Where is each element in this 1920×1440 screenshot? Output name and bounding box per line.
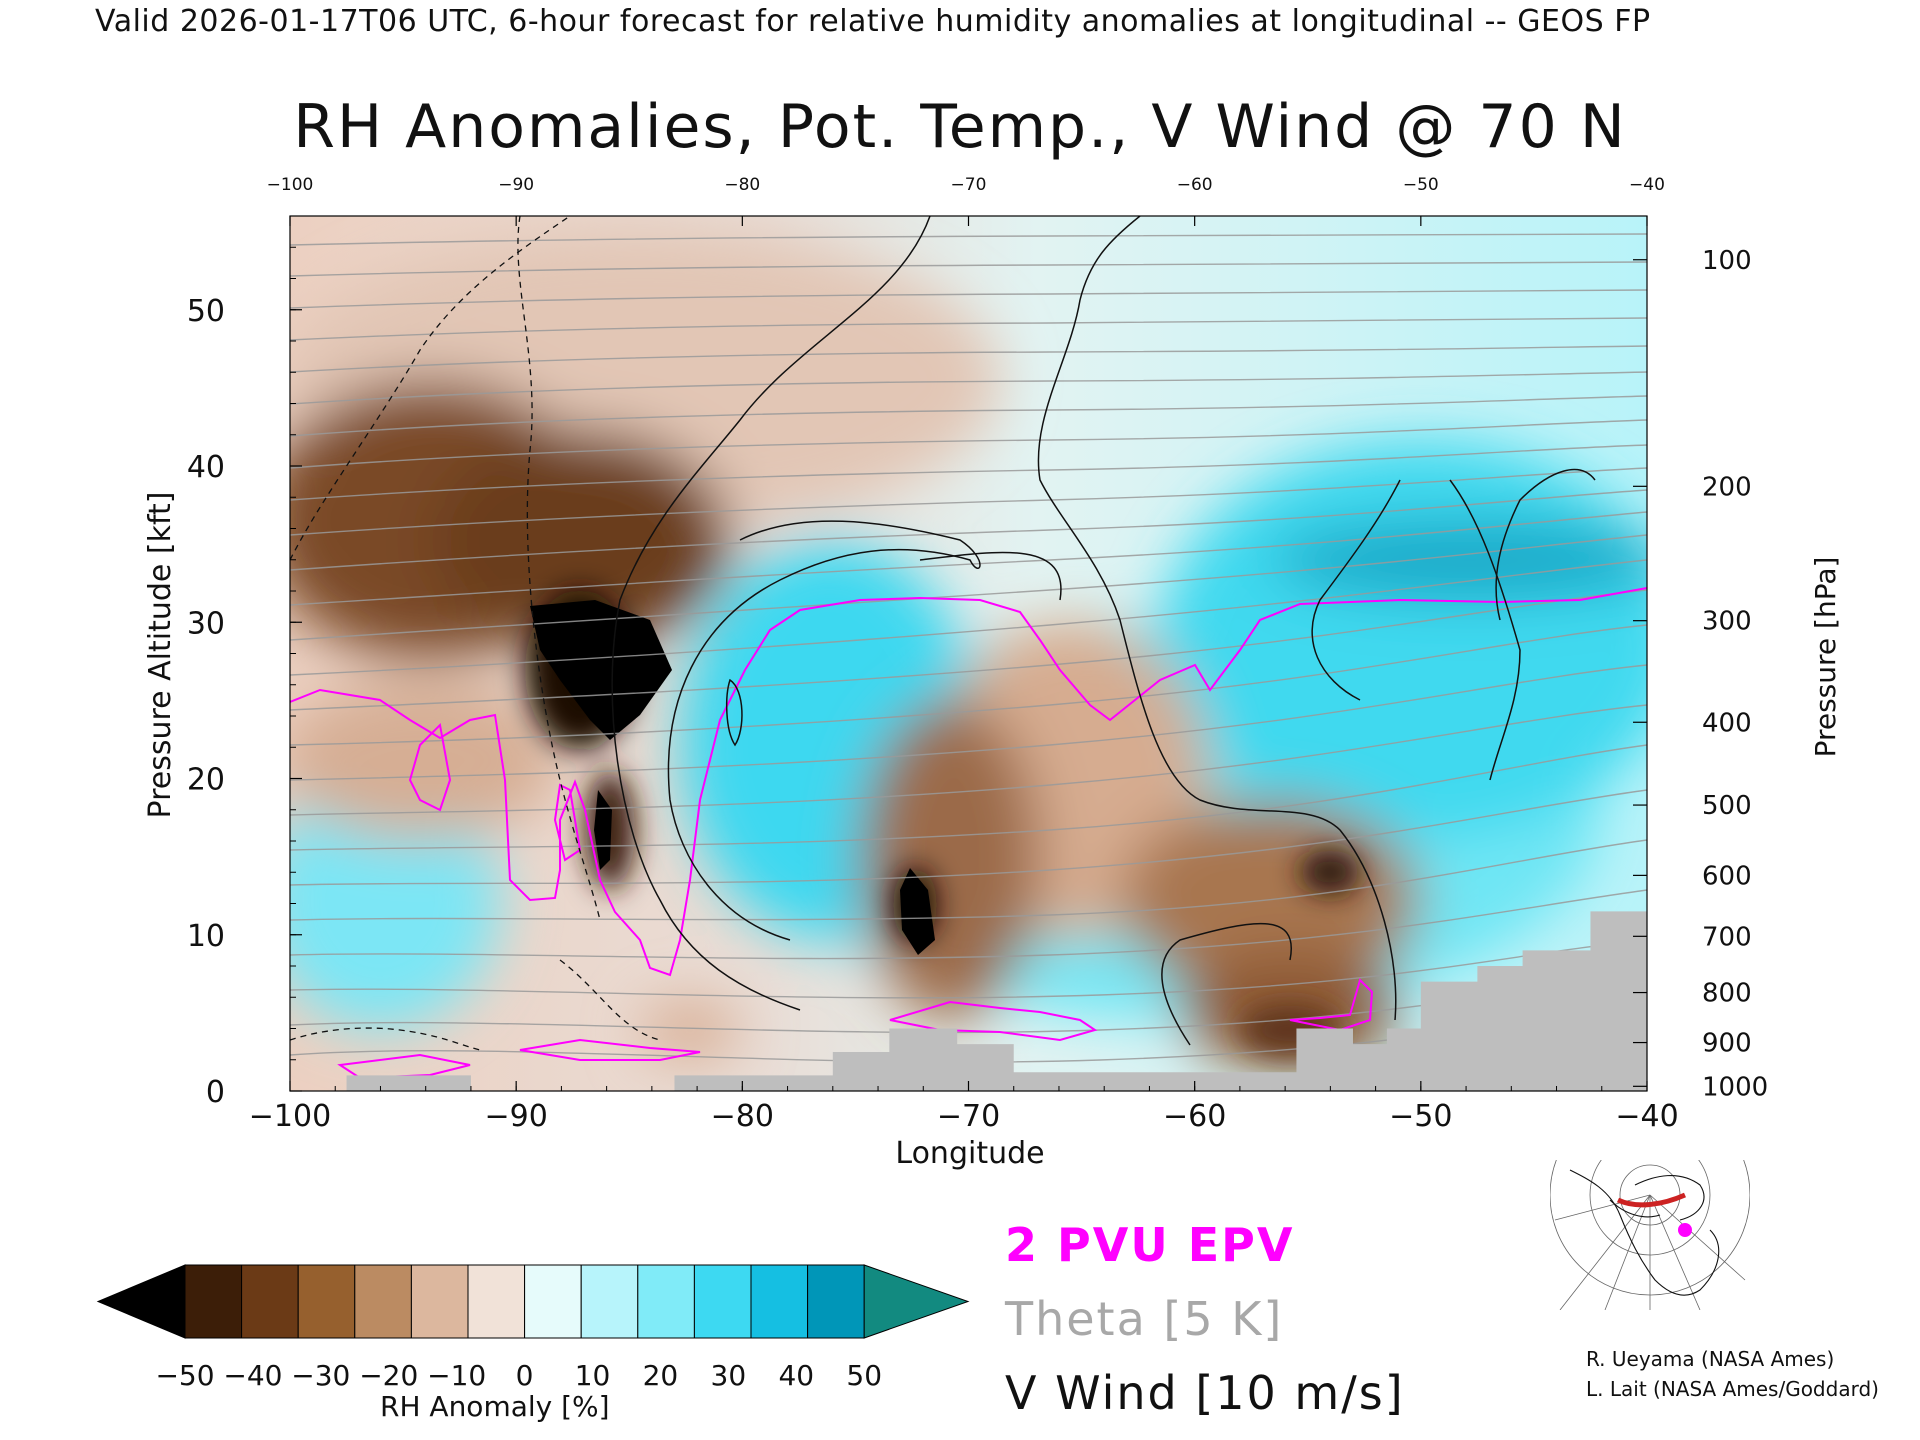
x-tick-label: −70	[937, 1099, 1000, 1134]
theta-contours	[290, 233, 1647, 1063]
legend-theta: Theta [5 K]	[1005, 1292, 1284, 1346]
colorbar-cell	[354, 1264, 412, 1339]
x-tick-label: −60	[1163, 1099, 1226, 1134]
colorbar-tick-label: 30	[711, 1359, 747, 1392]
colorbar-tick-label: 0	[516, 1359, 534, 1392]
x-tick-label: −90	[485, 1099, 548, 1134]
pressure-tick-label: 500	[1702, 791, 1752, 821]
colorbar-cell	[750, 1264, 809, 1339]
x-tick-label: −100	[249, 1099, 331, 1134]
y-tick-label: 20	[187, 763, 225, 798]
colorbar-under-triangle	[96, 1264, 186, 1339]
pressure-tick-label: 800	[1702, 979, 1752, 1009]
pressure-tick-label: 200	[1702, 472, 1752, 502]
colorbar-cell	[524, 1264, 582, 1339]
pressure-tick-label: 300	[1702, 607, 1752, 637]
y-axis-label: Pressure Altitude [kft]	[143, 492, 178, 819]
pressure-tick-label: 700	[1702, 922, 1752, 952]
colorbar-cell	[693, 1264, 752, 1339]
x-tick-label: −80	[711, 1099, 774, 1134]
pressure-tick-label: 400	[1702, 708, 1752, 738]
y-tick-label: 30	[187, 606, 225, 641]
colorbar-tick-label: 40	[778, 1359, 814, 1392]
colorbar-tick-label: −20	[359, 1359, 418, 1392]
colorbar-tick-label: 10	[575, 1359, 611, 1392]
x-tick-label-top: −90	[498, 175, 534, 195]
pressure-tick-label: 600	[1702, 861, 1752, 891]
y-tick-label: 0	[206, 1075, 225, 1110]
legend-epv: 2 PVU EPV	[1005, 1218, 1295, 1272]
rh-anomaly-field	[290, 216, 1647, 1091]
x-tick-label-top: −50	[1403, 175, 1439, 195]
colorbar-cell	[580, 1264, 639, 1339]
colorbar-label: RH Anomaly [%]	[380, 1390, 610, 1423]
x-tick-label-top: −100	[267, 175, 314, 195]
terrain-mask	[290, 911, 1647, 1091]
x-tick-label-top: −70	[951, 175, 987, 195]
locator-map	[1550, 1160, 1750, 1310]
x-tick-label: −50	[1389, 1099, 1452, 1134]
pressure-tick-label: 100	[1702, 246, 1752, 276]
colorbar-tick-label: −40	[223, 1359, 282, 1392]
y-tick-label: 10	[187, 919, 225, 954]
colorbar-cell	[410, 1264, 469, 1339]
y-tick-label: 50	[187, 294, 225, 329]
colorbar-cell	[637, 1264, 695, 1339]
colorbar-tick-label: 20	[643, 1359, 679, 1392]
axes-group: −100 −100 −90 −90 −80 −80 −70 −70 −60 −60 −50 −50 −4…	[187, 175, 1768, 1134]
chart-title: RH Anomalies, Pot. Temp., V Wind @ 70 N	[293, 92, 1627, 162]
colorbar-tick-label: −10	[427, 1359, 486, 1392]
x-tick-label-top: −40	[1629, 175, 1665, 195]
colorbar-over-triangle	[863, 1264, 970, 1339]
colorbar-tick-label: −30	[291, 1359, 350, 1392]
colorbar-tick-label: 50	[846, 1359, 882, 1392]
y-tick-label: 40	[187, 450, 225, 485]
colorbar-cell	[297, 1264, 356, 1339]
vwind-contours	[611, 216, 1596, 1046]
vwind-negative-contours	[290, 216, 661, 1051]
credit-line-1: R. Ueyama (NASA Ames)	[1586, 1347, 1835, 1371]
x-axis-label: Longitude	[895, 1136, 1044, 1171]
forecast-header: Valid 2026-01-17T06 UTC, 6-hour forecast…	[95, 4, 1651, 39]
pressure-tick-label: 900	[1702, 1029, 1752, 1059]
colorbar-cell	[807, 1264, 865, 1339]
pressure-axis-label: Pressure [hPa]	[1809, 557, 1842, 758]
epv-contour	[290, 587, 1647, 1080]
x-tick-label-top: −60	[1177, 175, 1213, 195]
pressure-tick-label: 1000	[1702, 1072, 1768, 1102]
credit-line-2: L. Lait (NASA Ames/Goddard)	[1586, 1377, 1879, 1401]
colorbar-tick-label: −50	[155, 1359, 214, 1392]
colorbar-cell	[241, 1264, 299, 1339]
x-tick-label-top: −80	[724, 175, 760, 195]
x-tick-label: −40	[1615, 1099, 1678, 1134]
colorbar-cell	[467, 1264, 526, 1339]
legend-vwind: V Wind [10 m/s]	[1005, 1366, 1405, 1420]
colorbar-cell	[184, 1264, 243, 1339]
